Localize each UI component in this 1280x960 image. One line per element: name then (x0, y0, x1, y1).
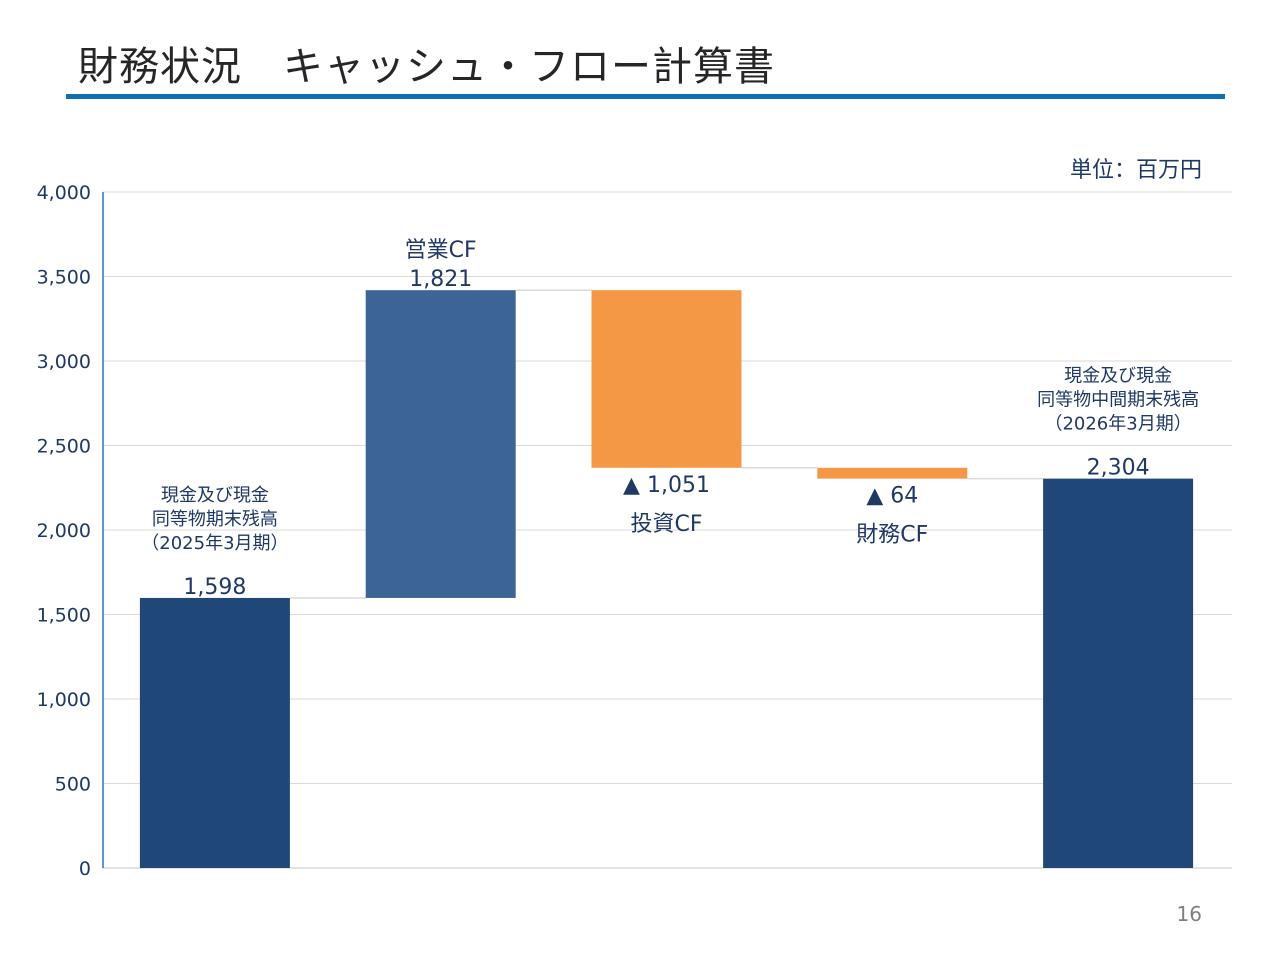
y-tick-label: 3,500 (37, 267, 91, 289)
data-label: 1,821 (409, 267, 472, 292)
category-label: 財務CF (856, 523, 928, 548)
category-label: 同等物期末残高 (152, 509, 278, 530)
bar (591, 290, 742, 468)
bar (365, 290, 516, 598)
y-tick-label: 0 (79, 858, 91, 880)
y-tick-label: 4,000 (37, 182, 91, 204)
category-label: 投資CF (630, 512, 702, 537)
category-label: （2025年3月期） (141, 533, 288, 554)
y-tick-label: 2,500 (37, 436, 91, 458)
y-tick-label: 1,000 (37, 689, 91, 711)
data-label: 2,304 (1087, 456, 1150, 481)
category-label: 同等物中間期末残高 (1037, 390, 1199, 411)
page-number: 16 (1176, 902, 1202, 926)
data-label: ▲ 1,051 (623, 473, 710, 498)
page-title: 財務状況 キャッシュ・フロー計算書 (78, 44, 775, 90)
y-tick-label: 2,000 (37, 520, 91, 542)
data-label: 1,598 (183, 575, 246, 600)
bar (1043, 478, 1194, 868)
bar (817, 467, 968, 479)
category-label: 現金及び現金 (1064, 366, 1172, 387)
y-tick-label: 1,500 (37, 605, 91, 627)
bar (139, 597, 290, 868)
category-label: 現金及び現金 (161, 485, 269, 506)
title-underline (66, 94, 1225, 99)
data-label: ▲ 64 (866, 484, 918, 509)
y-tick-label: 3,000 (37, 351, 91, 373)
category-label: （2026年3月期） (1044, 414, 1191, 435)
unit-label: 単位：百万円 (1069, 158, 1202, 183)
y-tick-label: 500 (55, 774, 91, 796)
category-label: 営業CF (405, 238, 477, 263)
